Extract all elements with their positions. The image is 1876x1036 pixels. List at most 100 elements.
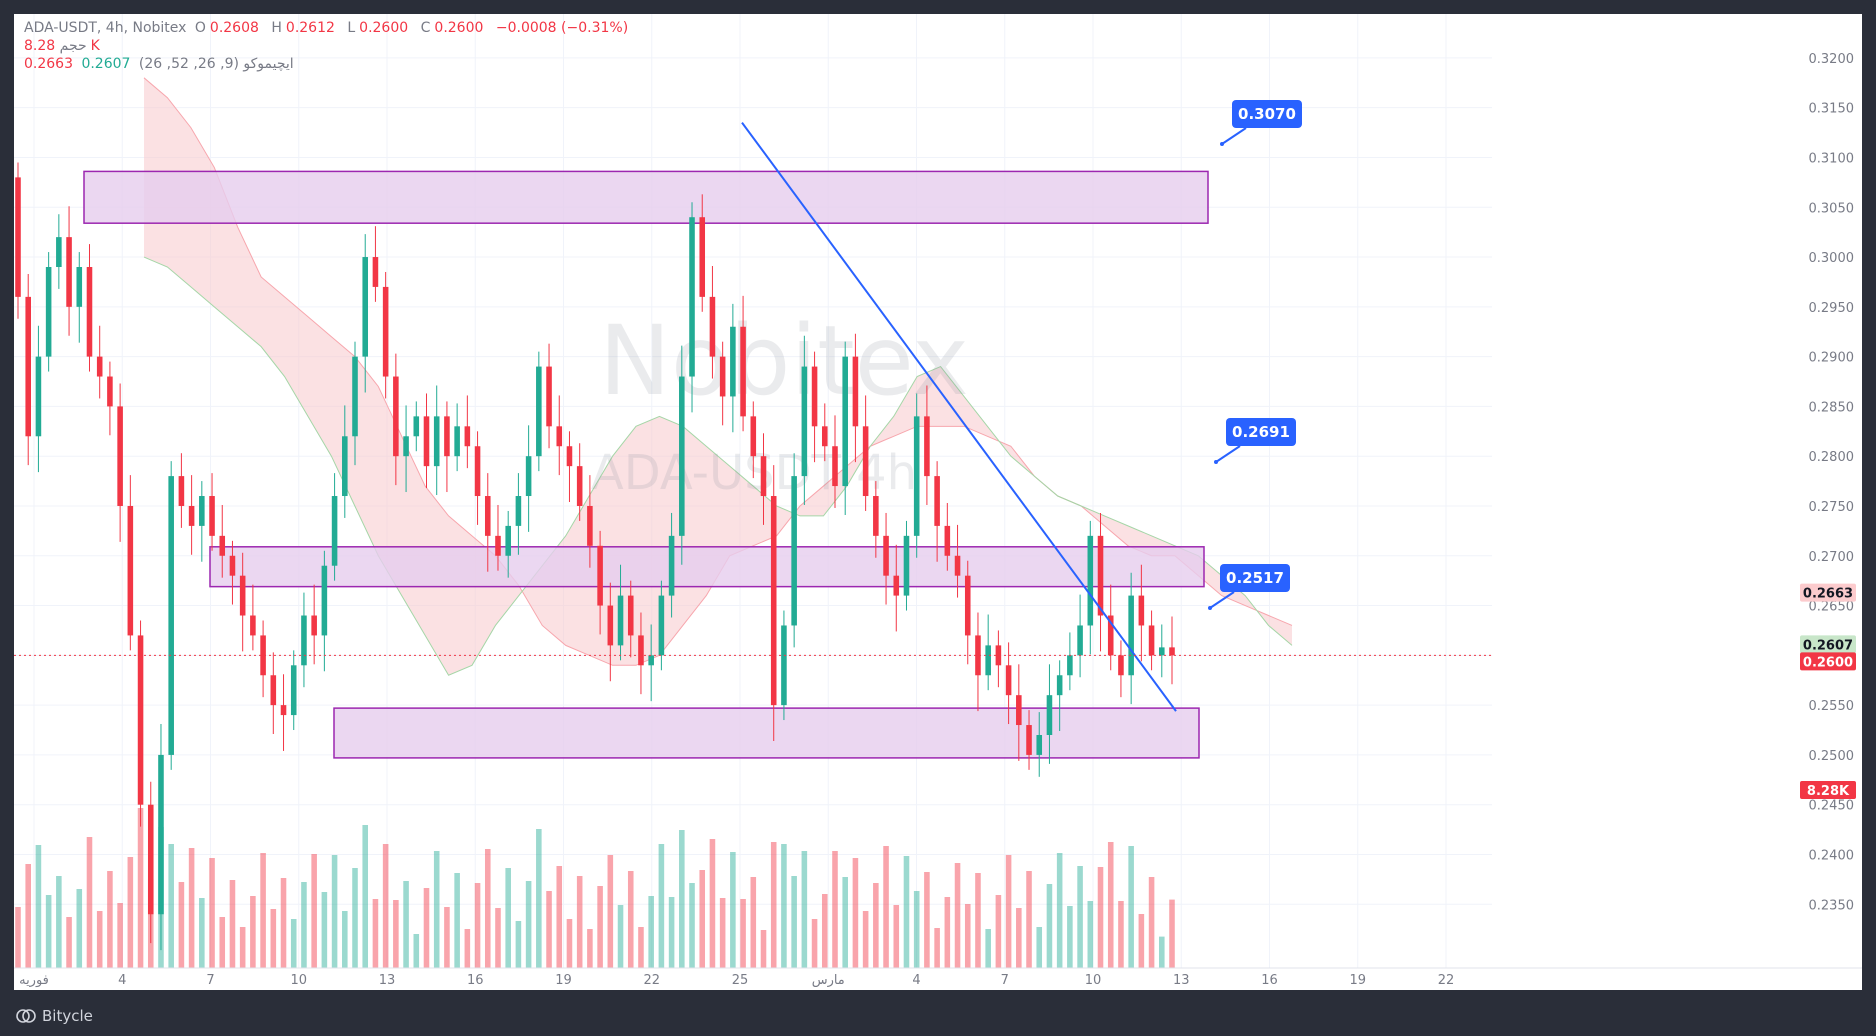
volume-bar — [474, 883, 481, 968]
volume-bar — [689, 883, 695, 968]
volume-bar — [638, 927, 644, 968]
candle-body — [576, 466, 583, 506]
candle-body — [903, 535, 910, 596]
price-tick-label: 0.3000 — [1809, 251, 1855, 266]
volume-bar — [1046, 884, 1053, 968]
candle-body — [1077, 625, 1083, 656]
brand[interactable]: Bitycle — [16, 1006, 93, 1026]
ohlc-high: H 0.2612 — [271, 20, 335, 36]
time-tick-label: 10 — [290, 973, 307, 988]
watermark-top: Nobitex — [599, 305, 969, 417]
volume-bar — [556, 866, 563, 968]
candle-body — [505, 525, 511, 556]
volume-bar — [117, 903, 123, 968]
trendline-layer — [741, 122, 1177, 712]
candle-body — [311, 615, 317, 636]
volume-bar — [821, 894, 828, 968]
candle-body — [423, 416, 430, 467]
volume-bar — [280, 878, 287, 968]
candle-body — [525, 456, 532, 497]
level-callout-box — [1226, 418, 1296, 446]
candle-body — [260, 635, 266, 676]
time-tick-label: 13 — [379, 973, 396, 988]
candle-body — [627, 595, 634, 636]
volume-bar — [505, 868, 511, 968]
candle-body — [1005, 665, 1012, 696]
candle-body — [975, 635, 981, 676]
level-callout-text: 0.2517 — [1226, 569, 1284, 587]
candle-body — [1016, 695, 1022, 726]
time-tick-label: 4 — [118, 973, 126, 988]
volume-bar — [954, 863, 961, 968]
volume-bar — [934, 928, 940, 968]
price-badge-last_price — [1800, 652, 1856, 671]
candle-body — [342, 436, 348, 497]
volume-bar — [1087, 901, 1094, 968]
volume-bar — [975, 873, 981, 968]
candle-body — [229, 555, 236, 576]
volume-bar — [229, 880, 236, 968]
candle-body — [107, 376, 113, 407]
candle-body — [1067, 655, 1073, 676]
time-tick-label: 19 — [555, 973, 572, 988]
candle-body — [1138, 595, 1145, 626]
level-callout-2: 0.2691 — [1214, 418, 1296, 464]
candle-body — [158, 754, 164, 915]
volume-bar — [311, 854, 317, 968]
volume-bar — [842, 877, 848, 968]
level-callouts: 0.3070 0.2691 0.2517 — [1208, 100, 1302, 610]
candle-body — [832, 446, 838, 487]
candlesticks — [15, 162, 1175, 951]
candle-body — [699, 217, 706, 297]
candle-body — [280, 705, 287, 716]
volume-bar — [627, 871, 634, 968]
volume-value: 8.28K — [24, 38, 100, 54]
price-tick-label: 0.2800 — [1809, 450, 1855, 465]
volume-bar — [883, 846, 889, 968]
candle-body — [137, 635, 144, 805]
candle-body — [76, 267, 83, 307]
price-badge-text: 0.2663 — [1803, 587, 1853, 602]
volume-bar — [730, 852, 736, 968]
candle-body — [444, 416, 450, 457]
volume-bar — [352, 868, 358, 968]
candle-body — [934, 476, 940, 526]
price-tick-label: 0.3050 — [1809, 201, 1855, 216]
volume-bar — [536, 829, 542, 968]
volume-bar — [658, 844, 665, 968]
price-chart[interactable]: Nobitex ADA-USDT 4h 0.3070 0.2691 0.2517 0… — [14, 14, 1862, 990]
volume-bar — [495, 908, 501, 968]
candle-body — [45, 267, 52, 357]
volume-bar — [1005, 855, 1012, 968]
candle-body — [1046, 695, 1053, 735]
candle-body — [821, 426, 828, 447]
candle-body — [127, 505, 134, 636]
volume-bar — [464, 929, 471, 968]
volume-bar — [1148, 877, 1155, 968]
volume-bar — [372, 899, 379, 968]
time-tick-label: 16 — [1261, 973, 1278, 988]
candle-body — [668, 535, 675, 596]
zone-rect-3 — [333, 707, 1200, 759]
candle-body — [474, 446, 481, 497]
candle-body — [352, 356, 358, 437]
price-tick-label: 0.2950 — [1809, 301, 1855, 316]
candle-body — [270, 675, 277, 706]
volume-bar — [781, 844, 787, 968]
candle-body — [1148, 625, 1155, 656]
volume-bar — [76, 889, 83, 968]
chart-panel[interactable]: Nobitex ADA-USDT 4h 0.3070 0.2691 0.2517 0… — [14, 14, 1862, 990]
candle-body — [168, 476, 174, 755]
time-tick-label: 16 — [467, 973, 484, 988]
volume-bar — [433, 851, 440, 968]
candle-body — [985, 645, 991, 676]
volume-bar — [1159, 936, 1165, 968]
level-callout-box — [1232, 100, 1302, 128]
volume-bar — [250, 896, 256, 968]
volume-bar — [587, 929, 593, 968]
level-callout-text: 0.3070 — [1238, 105, 1296, 123]
volume-bar — [35, 845, 42, 968]
volume-bar — [1169, 899, 1175, 968]
candle-body — [750, 416, 757, 457]
candle-body — [995, 645, 1002, 666]
